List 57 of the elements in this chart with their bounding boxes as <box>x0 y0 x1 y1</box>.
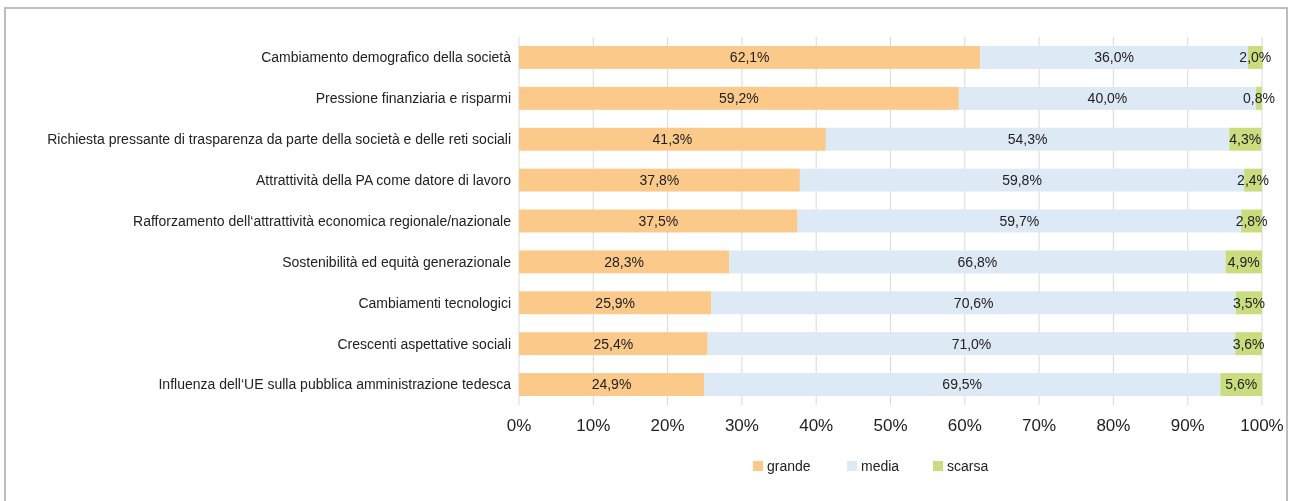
bar <box>519 332 708 356</box>
data-label: 37,5% <box>638 212 679 229</box>
x-tick-label: 40% <box>799 416 834 435</box>
y-tick-label: Richiesta pressante di trasparenza da parte della società e delle reti sociali <box>47 131 511 148</box>
bar <box>825 127 1230 151</box>
x-tick-label: 70% <box>1022 416 1057 435</box>
data-label: 69,5% <box>942 376 983 393</box>
data-label: 71,0% <box>951 335 992 352</box>
y-tick-label: Sostenibilità ed equità generazionale <box>282 253 512 270</box>
bar <box>519 250 730 274</box>
x-tick-label: 60% <box>947 416 982 435</box>
bar <box>519 373 705 396</box>
data-label: 66,8% <box>957 253 998 270</box>
data-label: 40,0% <box>1087 90 1128 107</box>
legend-label: scarsa <box>947 457 989 474</box>
data-label: 70,6% <box>953 294 994 311</box>
data-label: 2,0% <box>1239 49 1272 66</box>
data-label: 5,6% <box>1225 376 1258 393</box>
x-tick-label: 0% <box>506 416 532 435</box>
data-label: 4,9% <box>1227 253 1260 270</box>
data-label: 59,8% <box>1002 172 1042 189</box>
x-tick-label: 50% <box>873 416 908 435</box>
data-label: 25,9% <box>595 294 636 311</box>
y-tick-label: Pressione finanziaria e risparmi <box>315 90 511 107</box>
x-tick-label: 80% <box>1096 416 1131 435</box>
y-tick-label: Influenza dell‘UE sulla pubblica amministrazione tedesca <box>158 376 512 393</box>
x-tick-label: 90% <box>1170 416 1205 435</box>
bar <box>729 250 1226 274</box>
bar <box>519 168 800 192</box>
data-label: 54,3% <box>1007 131 1048 148</box>
data-label: 41,3% <box>652 131 693 148</box>
y-tick-label: Crescenti aspettative sociali <box>337 335 511 352</box>
data-label: 37,8% <box>639 172 680 189</box>
bar <box>704 373 1221 396</box>
legend-label: grande <box>767 457 811 474</box>
x-tick-label: 30% <box>724 416 759 435</box>
bar <box>519 209 798 233</box>
bar <box>519 86 959 110</box>
y-tick-label: Rafforzamento dell‘attrattività economica regionale/nazionale <box>133 212 512 229</box>
data-label: 59,2% <box>719 90 759 107</box>
y-tick-label: Cambiamento demografico della società <box>261 49 512 66</box>
x-tick-label: 10% <box>576 416 611 435</box>
legend-label: media <box>861 457 900 474</box>
data-label: 28,3% <box>604 253 644 270</box>
data-label: 25,4% <box>593 335 634 352</box>
data-label: 24,9% <box>591 376 632 393</box>
bar <box>519 127 826 151</box>
data-label: 36,0% <box>1094 49 1134 66</box>
x-tick-label: 100% <box>1240 416 1284 435</box>
y-tick-label: Cambiamenti tecnologici <box>358 294 511 311</box>
x-tick-label: 20% <box>650 416 685 435</box>
bar <box>519 291 712 315</box>
data-label: 59,7% <box>999 212 1040 229</box>
bar <box>519 46 981 69</box>
data-label: 4,3% <box>1229 131 1262 148</box>
y-tick-label: Attrattività della PA come datore di lavoro <box>256 172 512 189</box>
data-label: 62,1% <box>729 49 770 66</box>
